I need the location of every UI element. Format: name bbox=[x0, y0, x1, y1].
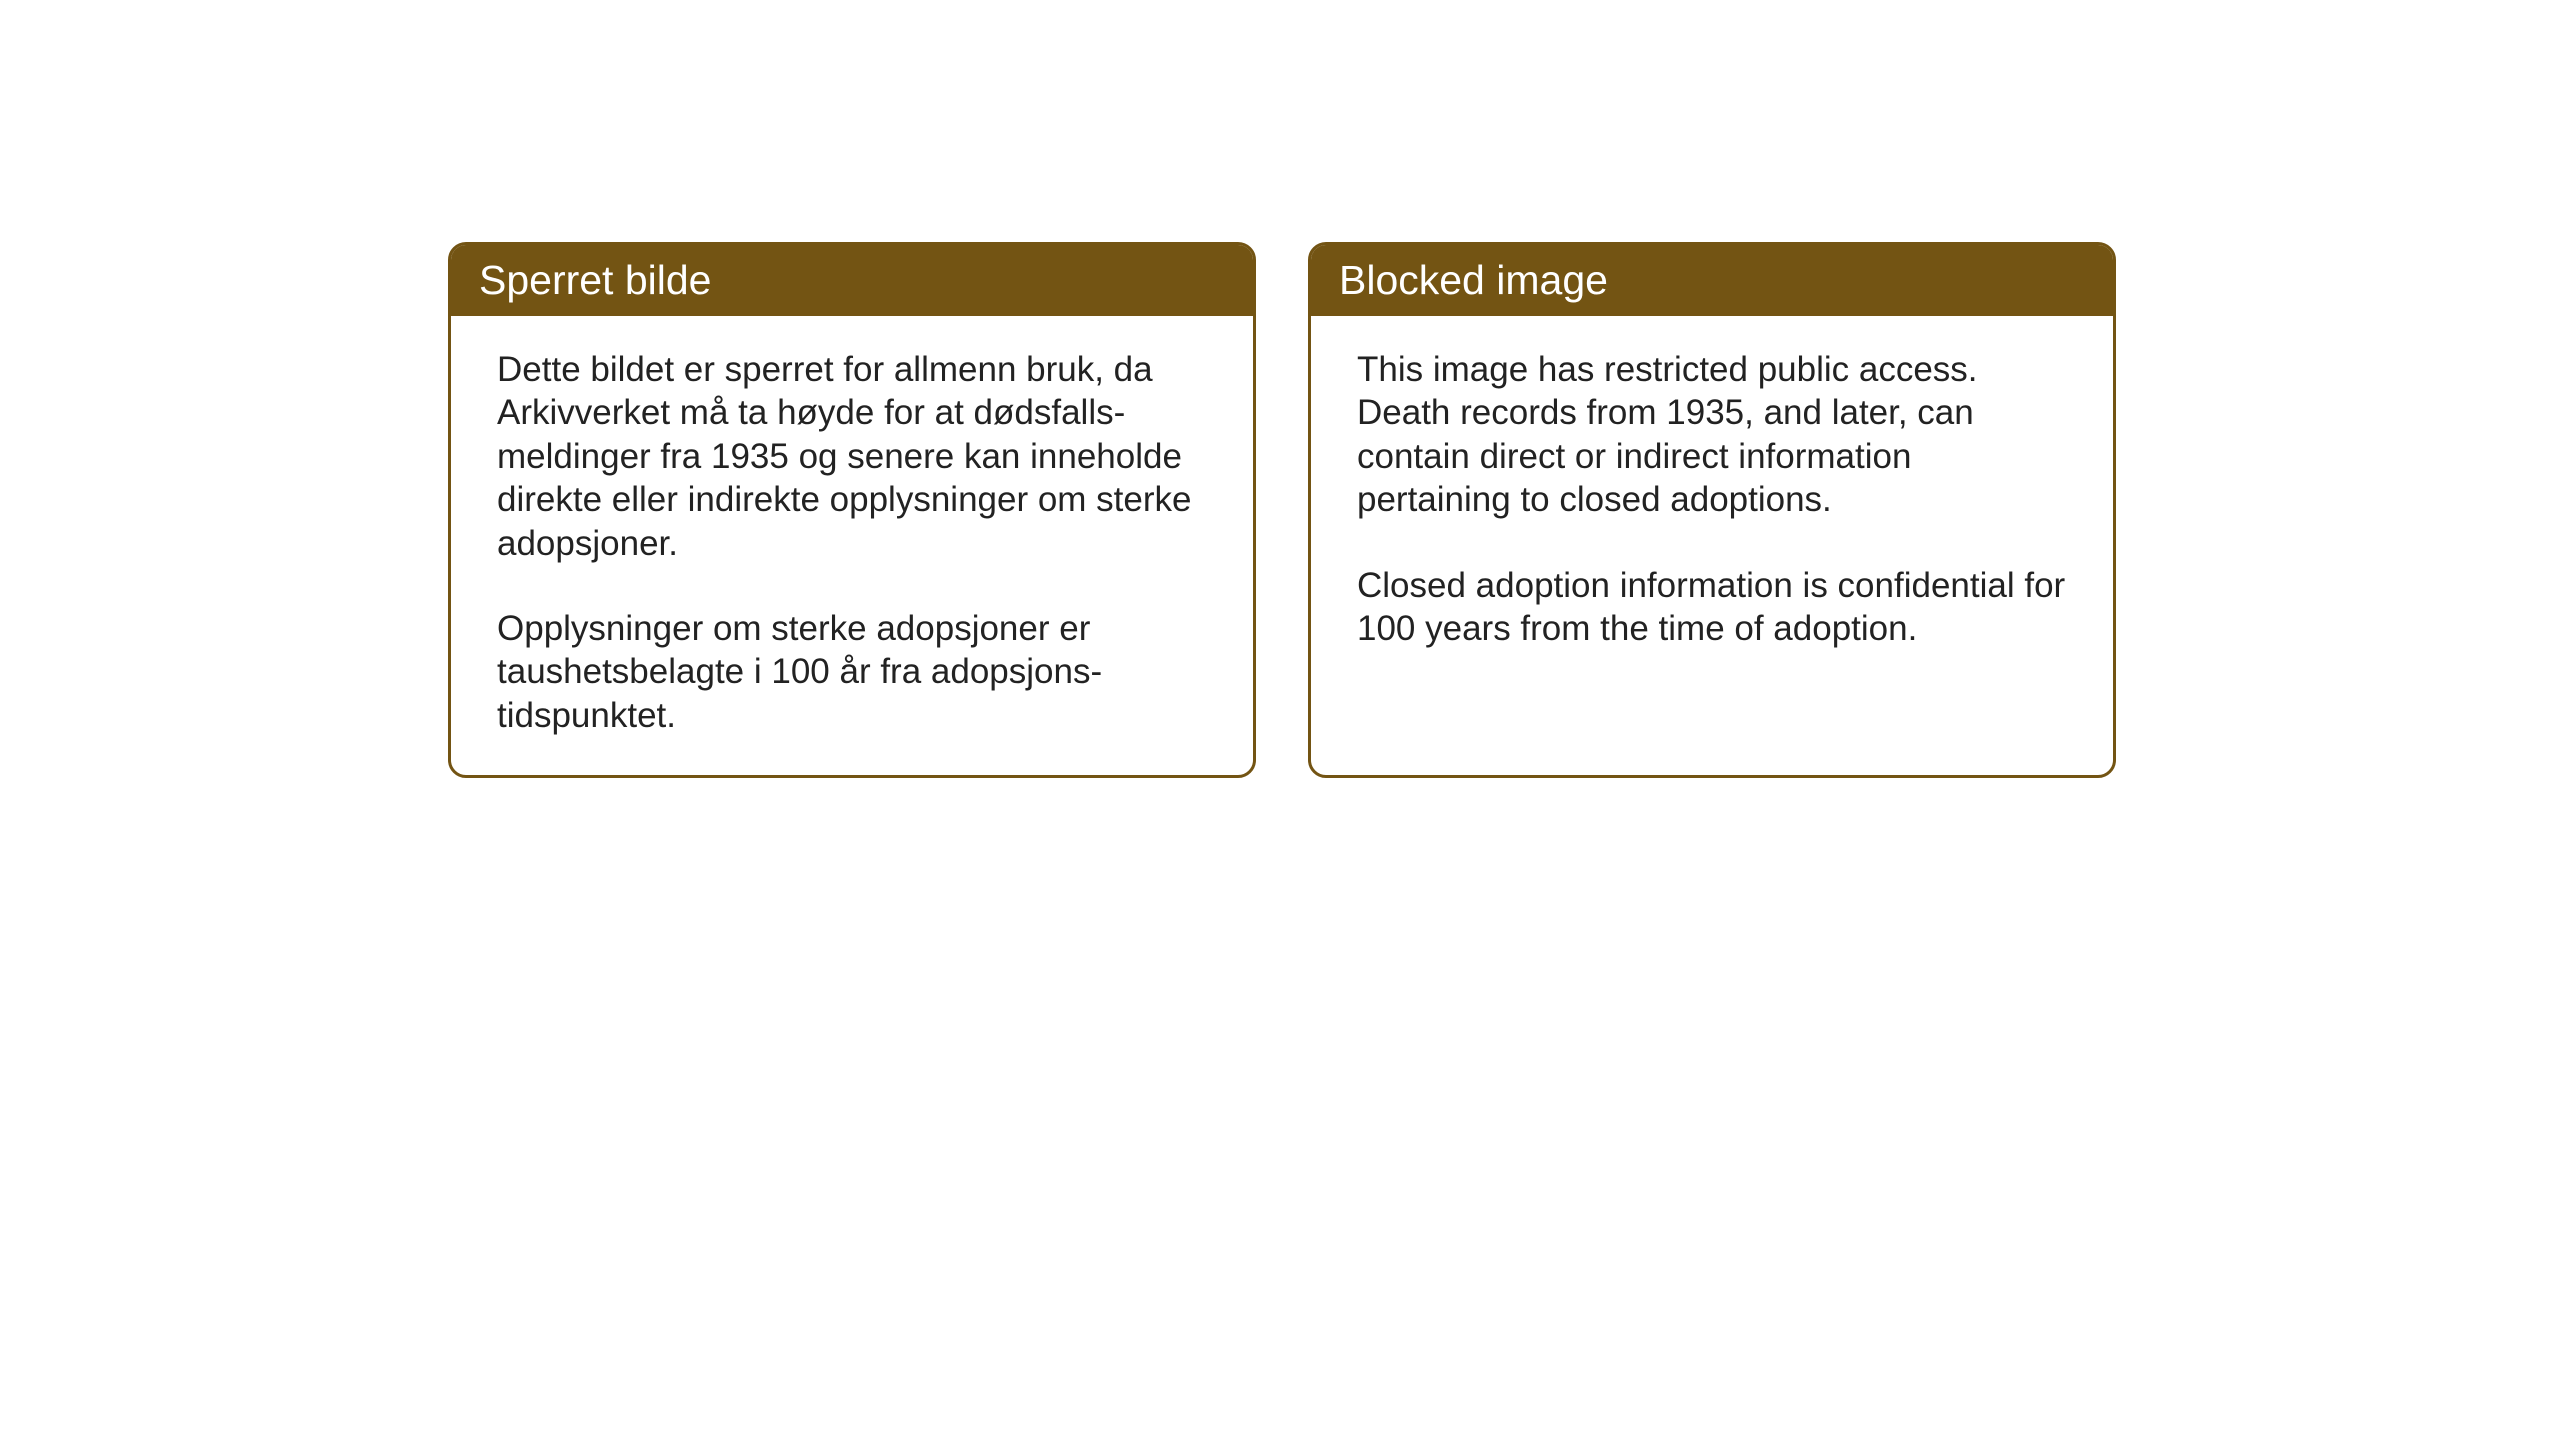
card-norwegian-body: Dette bildet er sperret for allmenn bruk… bbox=[451, 316, 1253, 775]
card-norwegian-paragraph-1: Dette bildet er sperret for allmenn bruk… bbox=[497, 348, 1207, 565]
card-english-header: Blocked image bbox=[1311, 245, 2113, 316]
card-norwegian: Sperret bilde Dette bildet er sperret fo… bbox=[448, 242, 1256, 778]
card-norwegian-paragraph-2: Opplysninger om sterke adopsjoner er tau… bbox=[497, 607, 1207, 737]
card-english-title: Blocked image bbox=[1339, 257, 1608, 303]
card-english-paragraph-2: Closed adoption information is confident… bbox=[1357, 564, 2067, 651]
cards-container: Sperret bilde Dette bildet er sperret fo… bbox=[448, 242, 2116, 778]
card-norwegian-header: Sperret bilde bbox=[451, 245, 1253, 316]
card-english-paragraph-1: This image has restricted public access.… bbox=[1357, 348, 2067, 522]
card-english-body: This image has restricted public access.… bbox=[1311, 316, 2113, 730]
card-english: Blocked image This image has restricted … bbox=[1308, 242, 2116, 778]
card-norwegian-title: Sperret bilde bbox=[479, 257, 711, 303]
